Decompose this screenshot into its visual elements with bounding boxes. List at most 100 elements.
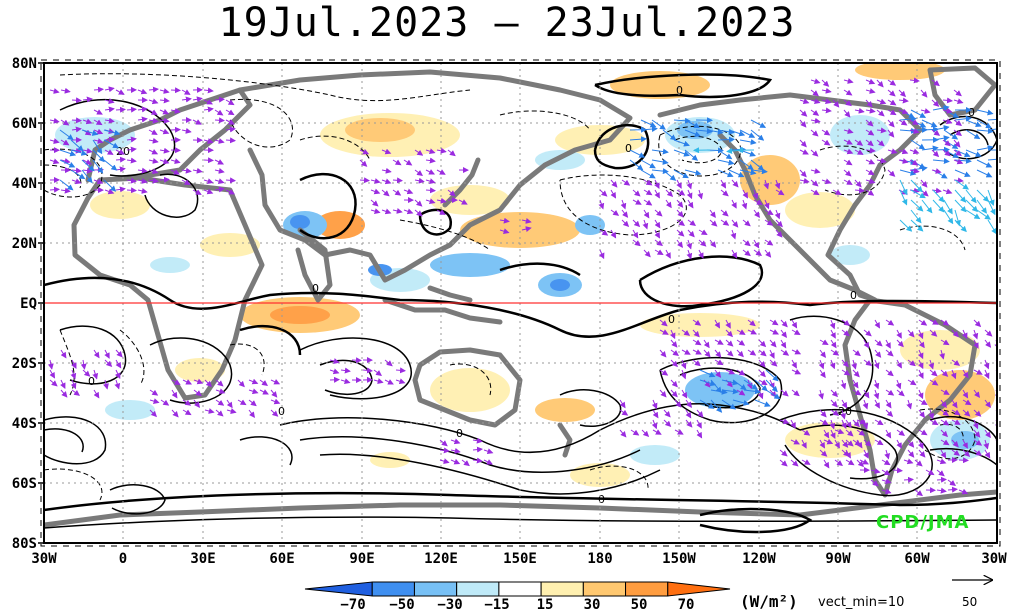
wind-vector — [685, 399, 693, 409]
wind-vector — [942, 139, 951, 147]
wind-vector — [629, 149, 646, 158]
wind-vector — [115, 149, 125, 155]
vector-min-label: vect_min=10 — [818, 595, 905, 610]
wind-vector — [936, 476, 947, 483]
colorbar-swatch — [625, 581, 669, 597]
wind-vector — [728, 169, 745, 178]
wind-vector — [954, 189, 967, 203]
wind-vector — [843, 159, 853, 166]
wind-vector — [673, 149, 690, 157]
colorbar-swatch — [304, 581, 373, 597]
wind-vector — [93, 349, 100, 359]
wind-vector — [885, 389, 895, 396]
wind-vector — [799, 98, 810, 105]
wind-vector — [71, 126, 82, 133]
wind-vector — [673, 169, 689, 179]
lon-label: 120E — [424, 551, 458, 567]
wind-vector — [876, 109, 885, 117]
wind-vector — [965, 119, 982, 127]
wind-vector — [799, 109, 808, 117]
lon-label: 180 — [587, 551, 612, 567]
wind-vector — [659, 369, 669, 376]
wind-vector — [876, 98, 887, 105]
wind-vector — [483, 448, 494, 455]
wind-vector — [662, 129, 677, 141]
wind-vector — [104, 86, 115, 93]
wind-vector — [629, 159, 644, 171]
wind-vector — [896, 329, 902, 339]
wind-vector — [921, 119, 938, 128]
wind-vector — [830, 399, 838, 408]
wind-vector — [943, 129, 959, 140]
wind-vector — [953, 129, 963, 136]
wind-vector — [742, 219, 751, 227]
wind-vector — [742, 249, 751, 257]
wind-vector — [732, 399, 750, 406]
wind-vector — [425, 178, 436, 185]
wind-vector — [863, 339, 870, 349]
lon-label: 150W — [662, 551, 696, 567]
wind-vector — [663, 419, 672, 427]
wind-vector — [499, 228, 510, 235]
wind-vector — [987, 158, 997, 161]
wind-vector — [725, 319, 731, 329]
wind-vector — [159, 97, 170, 104]
wind-vector — [845, 419, 852, 429]
wind-vector — [799, 149, 809, 155]
wind-vector — [810, 129, 819, 137]
wind-vector — [126, 157, 137, 164]
colorbar-label: 50 — [631, 597, 648, 612]
wind-vector — [610, 179, 618, 188]
wind-vector — [830, 429, 836, 440]
wind-vector — [940, 389, 950, 395]
wind-vector — [887, 89, 896, 97]
wind-vector — [819, 339, 829, 345]
wind-vector — [779, 459, 788, 467]
contour-label: 0 — [598, 493, 605, 506]
wind-vector — [942, 149, 951, 157]
wind-vector — [115, 89, 125, 95]
wind-vector — [932, 135, 950, 142]
wind-vector — [436, 209, 446, 215]
wind-vector — [885, 409, 894, 418]
wind-vector — [115, 166, 126, 173]
wind-vector — [49, 186, 60, 193]
wind-vector — [984, 429, 991, 439]
wind-vector — [750, 129, 765, 141]
wind-vector — [953, 98, 964, 105]
wind-vector — [940, 419, 950, 426]
wind-vector — [810, 117, 821, 124]
wind-vector — [731, 219, 739, 228]
wind-vector — [684, 119, 700, 129]
colorbar-label: 15 — [537, 597, 554, 612]
wind-vector — [769, 319, 779, 326]
wind-vector — [93, 109, 103, 115]
wind-vector — [910, 179, 923, 193]
wind-vector — [907, 379, 917, 386]
wind-vector — [940, 429, 949, 438]
wind-vector — [859, 459, 870, 465]
wind-vector — [845, 449, 851, 459]
contour-label: 0 — [88, 375, 95, 388]
wind-vector — [692, 359, 701, 367]
wind-vector — [739, 139, 757, 145]
wind-vector — [962, 389, 969, 399]
wind-vector — [439, 447, 450, 454]
wind-vector — [873, 379, 880, 390]
wind-vector — [852, 419, 860, 428]
wind-vector — [841, 319, 851, 326]
wind-vector — [148, 117, 159, 124]
wind-vector — [976, 169, 993, 178]
wind-vector — [741, 199, 748, 210]
wind-vector — [931, 79, 940, 87]
wind-vector — [953, 149, 962, 157]
wind-vector — [898, 158, 909, 164]
wind-vector — [769, 349, 775, 359]
wind-vector — [887, 119, 895, 128]
wind-vector — [598, 249, 605, 260]
wind-vector — [137, 116, 148, 123]
wind-vector — [843, 128, 854, 135]
wind-vector — [940, 409, 950, 416]
wind-vector — [863, 389, 870, 399]
